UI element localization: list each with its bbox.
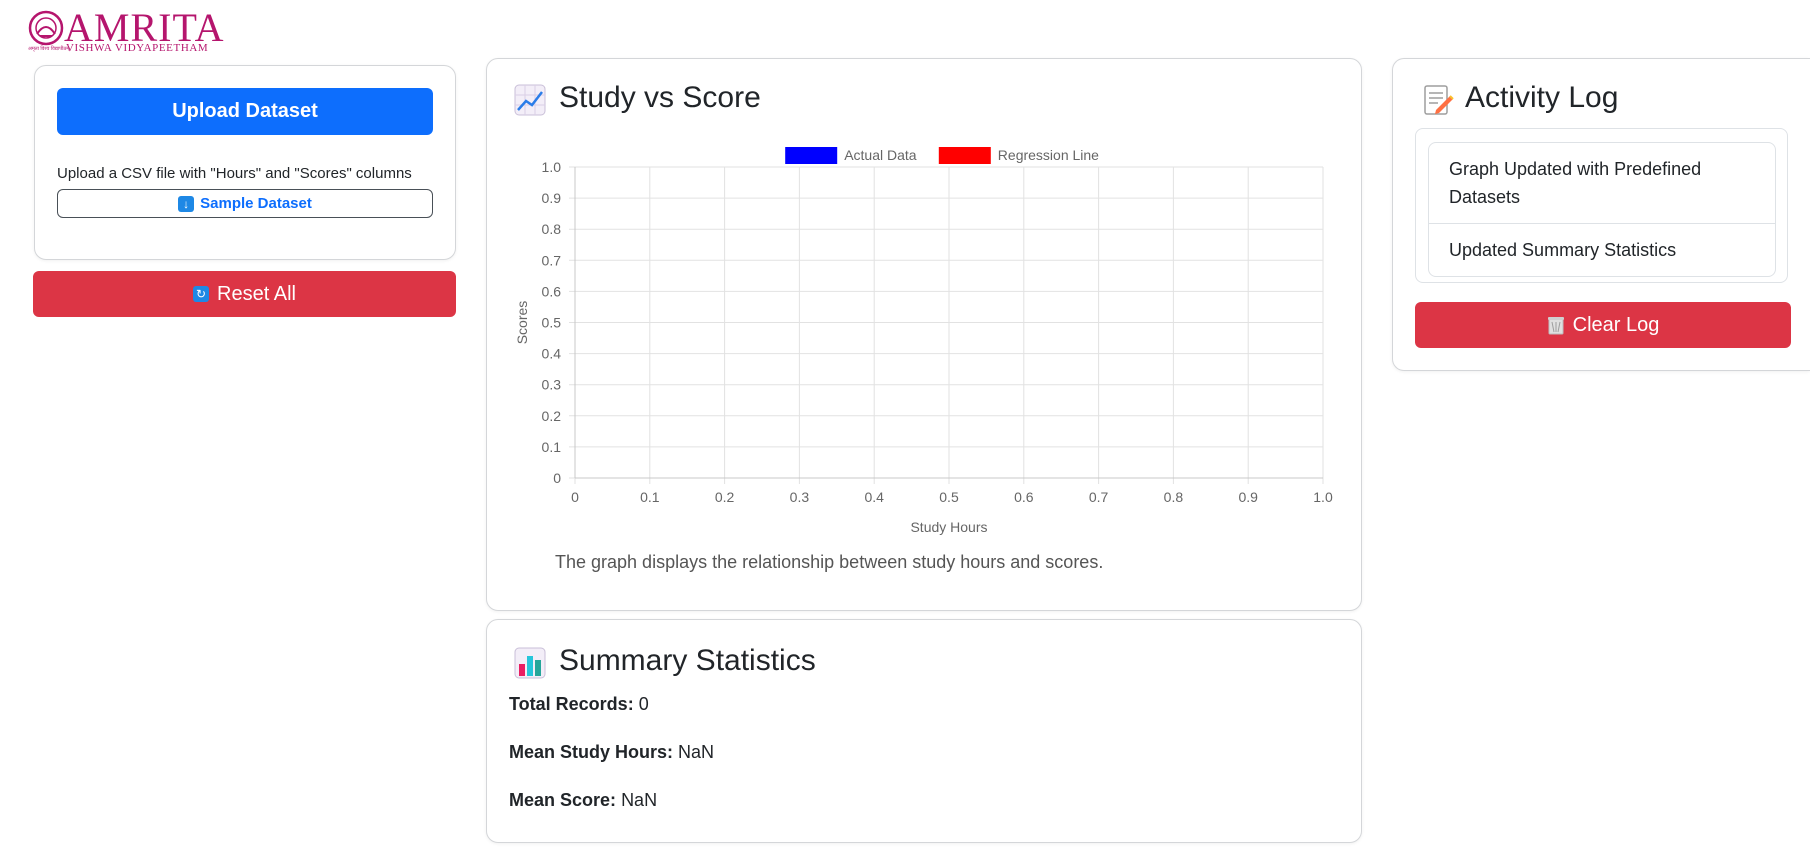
y-tick-label: 0.5 — [542, 315, 562, 331]
total-records-value: 0 — [638, 694, 649, 714]
memo-icon — [1424, 85, 1454, 115]
y-tick-label: 0.6 — [542, 283, 562, 299]
y-tick-label: 0.4 — [542, 346, 562, 362]
amrita-logo: AMRITA VISHWA VIDYAPEETHAM अमृता विश्व व… — [28, 6, 224, 55]
brand-name: AMRITA — [64, 5, 225, 50]
mean-score-value: NaN — [621, 790, 658, 810]
upload-dataset-button[interactable]: Upload Dataset — [57, 88, 433, 135]
legend-swatch — [938, 147, 991, 164]
y-tick-label: 1.0 — [542, 159, 562, 175]
x-tick-label: 1.0 — [1313, 489, 1333, 505]
bar-chart-icon — [514, 647, 546, 679]
x-tick-label: 0.3 — [790, 489, 810, 505]
x-tick-label: 0 — [571, 489, 579, 505]
y-tick-label: 0.3 — [542, 377, 562, 393]
sample-dataset-button[interactable]: ↓ Sample Dataset — [57, 189, 433, 218]
summary-card: Summary Statistics Total Records: 0 Mean… — [486, 619, 1362, 843]
activity-log-title: Activity Log — [1465, 81, 1619, 114]
mean-score: Mean Score: NaN — [509, 790, 657, 811]
legend-label: Actual Data — [844, 147, 917, 163]
y-axis-label: Scores — [514, 301, 530, 345]
study-score-chart: 0 0.1 0.2 0.3 0.4 0.5 0.6 0.7 0.8 0.9 1.0 0 0.1 0.2 0.… — [514, 147, 1333, 535]
x-tick-label: 0.2 — [715, 489, 735, 505]
refresh-icon: ↻ — [193, 286, 210, 302]
download-arrow-icon: ↓ — [178, 195, 195, 212]
upload-hint: Upload a CSV file with "Hours" and "Scor… — [57, 165, 412, 182]
y-tick-label: 0.7 — [542, 252, 562, 268]
mean-study-hours: Mean Study Hours: NaN — [509, 742, 714, 763]
activity-log-container: Graph Updated with Predefined Datasets U… — [1415, 128, 1788, 283]
x-tick-label: 0.4 — [864, 489, 884, 505]
log-item: Graph Updated with Predefined Datasets — [1449, 159, 1702, 207]
total-records-label: Total Records: — [509, 694, 634, 714]
y-tick-label: 0.2 — [542, 408, 562, 424]
y-tick-label: 0.8 — [542, 221, 562, 237]
legend-label: Regression Line — [998, 147, 1099, 163]
mean-study-hours-value: NaN — [678, 742, 715, 762]
total-records: Total Records: 0 — [509, 694, 649, 715]
reset-all-label: Reset All — [217, 282, 296, 305]
activity-log-list: Graph Updated with Predefined Datasets U… — [1428, 142, 1776, 277]
x-tick-label: 0.1 — [640, 489, 660, 505]
chart-caption: The graph displays the relationship betw… — [555, 552, 1104, 572]
brand-tagline: अमृता विश्व विद्यापीठम् — [28, 46, 70, 52]
upload-card: Upload Dataset Upload a CSV file with "H… — [34, 65, 456, 260]
chart-card: Study vs Score 0 0.1 0.2 0.3 0.4 0.5 0.6 0.7 0.8… — [486, 58, 1362, 611]
legend-swatch — [785, 147, 838, 164]
activity-log-card: Activity Log Graph Updated with Predefin… — [1392, 58, 1810, 371]
y-tick-label: 0.1 — [542, 439, 562, 455]
x-axis-label: Study Hours — [910, 519, 987, 535]
reset-all-button[interactable]: ↻ Reset All — [33, 271, 456, 317]
sample-dataset-label: Sample Dataset — [200, 195, 312, 212]
mean-study-hours-label: Mean Study Hours: — [509, 742, 674, 762]
summary-title: Summary Statistics — [559, 644, 816, 677]
clear-log-label: Clear Log — [1572, 313, 1660, 336]
chart-card-title: Study vs Score — [559, 81, 761, 114]
x-tick-label: 0.9 — [1238, 489, 1258, 505]
brand-subtitle: VISHWA VIDYAPEETHAM — [66, 42, 209, 54]
wastebasket-icon — [1547, 317, 1564, 335]
x-tick-label: 0.8 — [1164, 489, 1184, 505]
clear-log-button[interactable]: Clear Log — [1415, 302, 1791, 348]
mean-score-label: Mean Score: — [509, 790, 617, 810]
x-tick-label: 0.5 — [939, 489, 959, 505]
x-tick-label: 0.6 — [1014, 489, 1034, 505]
seal-icon — [28, 10, 64, 46]
log-item: Updated Summary Statistics — [1429, 223, 1775, 276]
y-tick-label: 0.9 — [542, 190, 562, 206]
y-tick-label: 0 — [553, 470, 561, 486]
chart-increasing-icon — [514, 84, 546, 116]
x-tick-label: 0.7 — [1089, 489, 1109, 505]
